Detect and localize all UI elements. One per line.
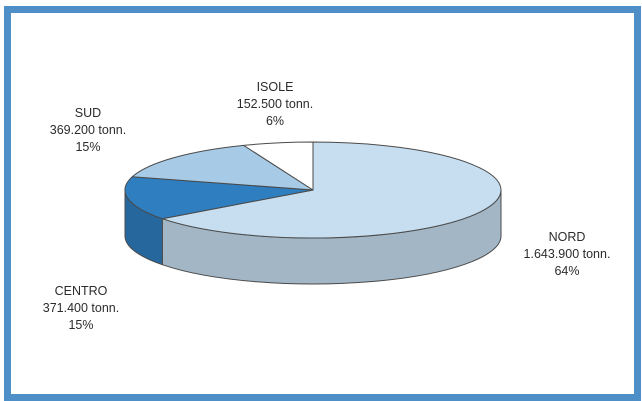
label-sud-name: SUD [74,106,102,120]
label-nord-name: NORD [548,230,586,244]
label-nord-amount: 1.643.900 tonn. [523,247,611,261]
label-centro-percent: 15% [68,318,94,332]
label-sud-amount: 369.200 tonn. [49,123,127,137]
label-centro-amount: 371.400 tonn. [42,301,120,315]
label-centro-name: CENTRO [54,284,108,298]
pie-slice-sud [131,144,314,191]
label-isole-name: ISOLE [256,80,294,94]
label-centro: CENTRO 371.400 tonn. 15% [43,283,119,334]
label-sud-percent: 15% [75,140,101,154]
pie-slice-centro [124,176,314,220]
pie-slice-nord [161,141,502,239]
label-nord: NORD 1.643.900 tonn. 64% [524,229,611,280]
label-sud: SUD 369.200 tonn. 15% [50,105,126,156]
label-isole-amount: 152.500 tonn. [236,97,314,111]
label-nord-percent: 64% [554,264,580,278]
pie-slice-isole [243,141,314,191]
label-isole-percent: 6% [265,114,285,128]
label-isole: ISOLE 152.500 tonn. 6% [237,79,313,130]
